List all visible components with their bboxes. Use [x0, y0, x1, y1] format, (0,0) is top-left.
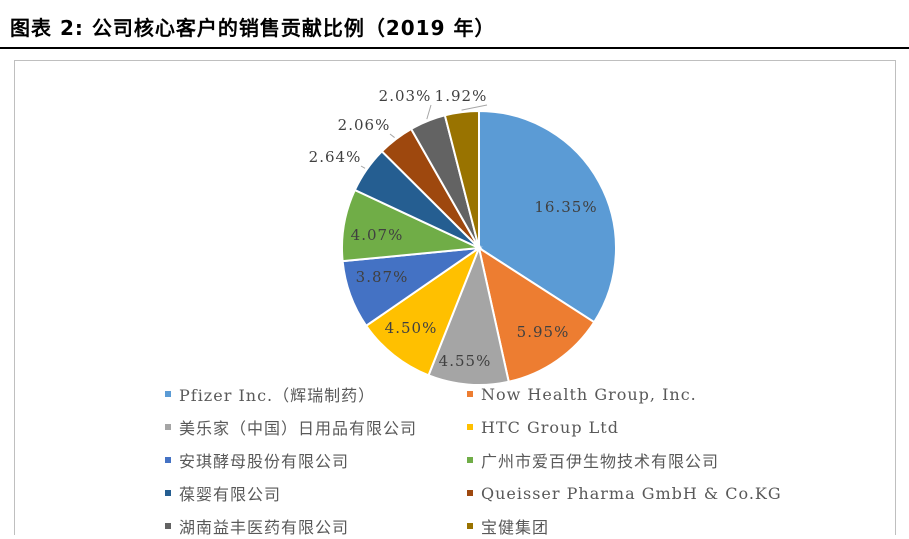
legend-label: 葆婴有限公司: [179, 485, 282, 504]
legend-label: Pfizer Inc.（辉瑞制药）: [179, 386, 376, 405]
pie-slice: [443, 109, 480, 249]
data-label: 4.07%: [351, 226, 404, 244]
legend-swatch: [165, 391, 171, 397]
legend-swatch: [467, 457, 473, 463]
legend-item: Queisser Pharma GmbH & Co.KG: [467, 480, 782, 506]
legend-label: Now Health Group, Inc.: [481, 384, 697, 404]
legend-swatch: [467, 523, 473, 529]
legend-swatch: [467, 391, 473, 397]
pie-slice: [427, 244, 510, 386]
data-label: 2.06%: [338, 116, 391, 134]
legend-item: 湖南益丰医药有限公司: [165, 513, 349, 539]
legend-swatch: [467, 490, 473, 496]
legend-item: 葆婴有限公司: [165, 480, 281, 506]
legend-swatch: [165, 457, 171, 463]
legend-label: HTC Group Ltd: [481, 417, 619, 437]
legend-label: 宝健集团: [481, 518, 550, 537]
data-label: 5.95%: [517, 323, 570, 341]
leader-line: [360, 165, 366, 169]
leader-line: [461, 104, 488, 111]
legend-swatch: [165, 523, 171, 529]
pie-slice: [477, 245, 596, 383]
legend-label: 美乐家（中国）日用品有限公司: [179, 419, 418, 438]
legend-swatch: [165, 490, 171, 496]
legend-item: 安琪酵母股份有限公司: [165, 447, 349, 473]
data-label: 2.03%: [379, 87, 432, 105]
data-label: 4.50%: [385, 319, 438, 337]
leader-line: [389, 133, 395, 138]
legend-label: Queisser Pharma GmbH & Co.KG: [481, 483, 782, 503]
data-label: 2.64%: [309, 148, 362, 166]
pie-slice: [364, 245, 482, 377]
legend-item: 美乐家（中国）日用品有限公司: [165, 414, 417, 440]
legend-item: 广州市爱百伊生物技术有限公司: [467, 447, 719, 473]
figure-title: 图表 2: 公司核心客户的销售贡献比例（2019 年）: [10, 16, 496, 40]
figure-header: 图表 2: 公司核心客户的销售贡献比例（2019 年）: [0, 0, 909, 49]
legend-swatch: [467, 424, 473, 430]
chart-frame: [14, 60, 896, 535]
data-label: 16.35%: [534, 198, 597, 216]
legend-item: Pfizer Inc.（辉瑞制药）: [165, 381, 375, 407]
leader-line: [426, 104, 432, 120]
legend-item: 宝健集团: [467, 513, 549, 539]
legend-label: 湖南益丰医药有限公司: [179, 518, 350, 537]
legend-item: HTC Group Ltd: [467, 414, 619, 440]
legend-item: Now Health Group, Inc.: [467, 381, 697, 407]
data-label: 4.55%: [439, 352, 492, 370]
legend-label: 安琪酵母股份有限公司: [179, 452, 350, 471]
legend-swatch: [165, 424, 171, 430]
data-label: 1.92%: [435, 87, 488, 105]
data-label: 3.87%: [356, 268, 409, 286]
legend-label: 广州市爱百伊生物技术有限公司: [481, 452, 720, 471]
